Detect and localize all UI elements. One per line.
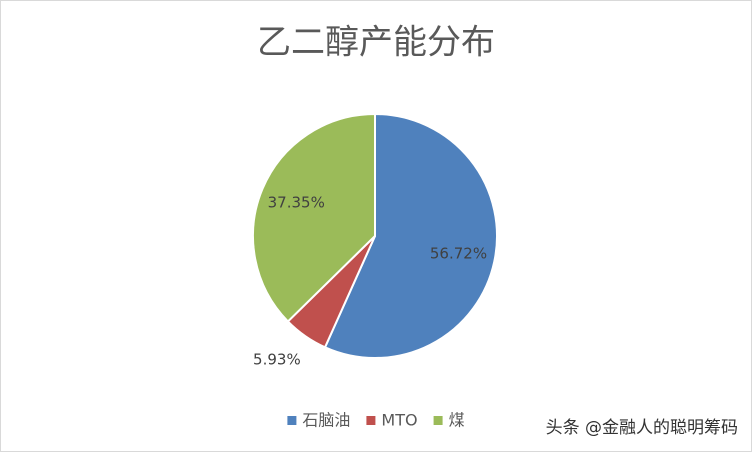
data-label: 56.72% <box>430 244 487 262</box>
pie-slice <box>323 112 498 359</box>
legend-swatch <box>433 416 443 425</box>
pie-slice <box>252 112 376 323</box>
legend-label: 石脑油 <box>302 411 350 430</box>
legend-label: 煤 <box>449 411 465 430</box>
data-label: 5.93% <box>253 351 301 369</box>
legend-label: MTO <box>381 411 417 430</box>
data-label: 37.35% <box>268 193 325 211</box>
chart-title: 乙二醇产能分布 <box>257 23 495 63</box>
legend-swatch <box>366 416 376 425</box>
watermark: 头条 @金融人的聪明筹码 <box>546 418 738 438</box>
legend-swatch <box>287 416 297 425</box>
